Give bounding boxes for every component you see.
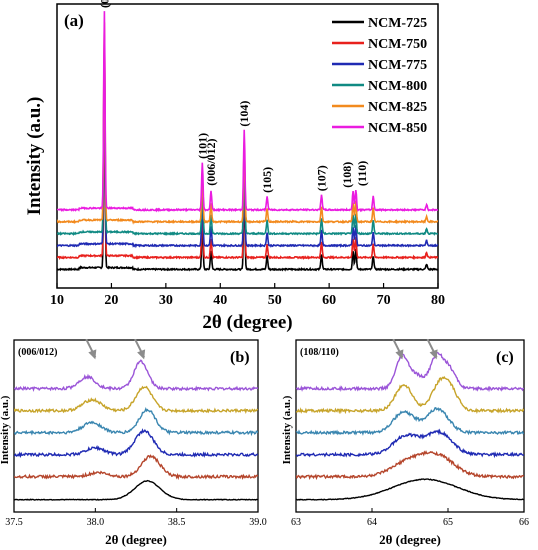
panel-2-series-line — [296, 375, 524, 415]
peak-arrow-head — [395, 349, 404, 360]
panel-a-ylabel: Intensity (a.u.) — [24, 97, 45, 216]
panel-1-series-line — [14, 479, 258, 501]
panel-1-xtick-label: 39.0 — [249, 517, 267, 528]
panel-a-xtick-label: 50 — [268, 293, 282, 308]
panel-a-label: (a) — [64, 11, 84, 30]
panel-1-xtick-label: 37.5 — [5, 517, 23, 528]
panel-2-xlabel: 2θ (degree) — [379, 532, 441, 547]
panel-a-xlabel: 2θ (degree) — [202, 312, 292, 333]
panel-2-frame — [295, 339, 525, 513]
legend-entry-ncm-775: NCM-775 — [368, 58, 427, 73]
series-line-ncm-750 — [57, 58, 438, 261]
legend-entry-ncm-750: NCM-750 — [368, 37, 427, 52]
panel-a-xtick-label: 40 — [213, 293, 227, 308]
panel-a-xtick-label: 10 — [50, 293, 64, 308]
panel-a-frame — [56, 3, 439, 289]
peak-label: (110) — [355, 161, 369, 186]
panel-2-xtick-label: 65 — [443, 517, 453, 528]
peak-arrow-head — [88, 349, 97, 360]
panel-1-series-line — [14, 406, 258, 437]
panel-2-xtick-label: 64 — [367, 517, 377, 528]
legend-entry-ncm-725: NCM-725 — [368, 16, 427, 31]
panel-2-series-line — [296, 450, 524, 481]
panel-1-series-line — [14, 359, 258, 392]
panel-1-xlabel: 2θ (degree) — [105, 532, 167, 547]
peak-label: (101) — [195, 133, 209, 159]
legend-entry-ncm-800: NCM-800 — [368, 79, 427, 94]
panel-a-xtick-label: 60 — [322, 293, 336, 308]
legend-entry-ncm-850: NCM-850 — [368, 121, 427, 136]
panel-a-xtick-label: 30 — [159, 293, 173, 308]
legend-entry-ncm-825: NCM-825 — [368, 100, 427, 115]
panel-1-plot — [14, 359, 258, 501]
panel-a-xtick-label: 80 — [431, 293, 445, 308]
series-line-ncm-775 — [57, 47, 438, 249]
peak-label: (105) — [260, 167, 274, 193]
panel-2-plot — [296, 351, 524, 501]
peak-label: (108) — [340, 162, 354, 188]
panel-a-plot — [57, 11, 438, 272]
series-line-ncm-725 — [57, 70, 438, 272]
panel-2-series-line — [296, 478, 524, 501]
panel-1-xtick-label: 38.5 — [168, 517, 186, 528]
series-line-ncm-825 — [57, 22, 438, 225]
panel-a-xtick-label: 70 — [377, 293, 391, 308]
panel-1-series-line — [14, 428, 258, 459]
peak-label: (107) — [315, 165, 329, 191]
panel-1-series-line — [14, 454, 258, 481]
panel-2-label: (c) — [496, 349, 514, 366]
panel-2-ylabel: Intensity (a.u.) — [281, 395, 293, 464]
panel-1-ylabel: Intensity (a.u.) — [0, 395, 11, 464]
peak-label: (003) — [97, 0, 111, 8]
panel-2-xtick-label: 63 — [291, 517, 301, 528]
series-line-ncm-800 — [57, 34, 438, 236]
panel-2-xtick-label: 66 — [519, 517, 529, 528]
panel-2-annotation: (108/110) — [300, 347, 339, 358]
panel-1-annotation: (006/012) — [18, 347, 57, 358]
peak-arrow-head — [429, 349, 438, 360]
series-line-ncm-850 — [57, 11, 438, 213]
panel-2-series-line — [296, 351, 524, 393]
panel-1-xtick-label: 38.0 — [87, 517, 105, 528]
panel-1-label: (b) — [230, 349, 250, 366]
panel-2-series-line — [296, 407, 524, 436]
panel-2-series-line — [296, 428, 524, 459]
peak-label: (104) — [237, 101, 251, 127]
peak-arrow-head — [137, 349, 146, 360]
peak-label: (006/012) — [204, 138, 218, 185]
panel-1-series-line — [14, 385, 258, 415]
panel-a-xtick-label: 20 — [104, 293, 118, 308]
